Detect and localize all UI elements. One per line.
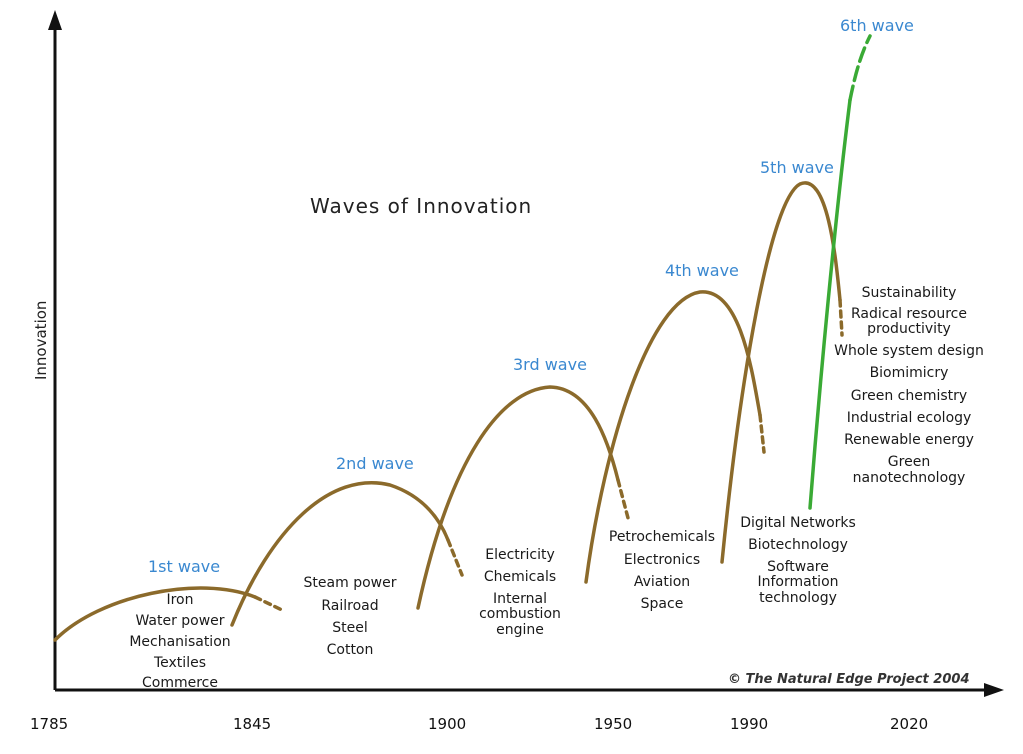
wave-label: 1st wave <box>148 557 220 576</box>
wave-5-curve <box>720 181 842 564</box>
technology-item: Industrial ecology <box>847 410 972 426</box>
wave-2-curve <box>230 481 450 627</box>
wave-5-dashed-tail <box>838 298 844 337</box>
technology-item: Mechanisation <box>129 634 230 650</box>
technology-item: Whole system design <box>834 343 984 359</box>
wave-2-dashed-tail <box>446 538 464 577</box>
technology-item: Green chemistry <box>851 388 967 404</box>
technology-item: productivity <box>867 321 951 337</box>
wave-1-curve <box>53 586 257 642</box>
x-tick-label: 1785 <box>30 715 68 733</box>
wave-5-technologies: Digital Networks Biotechnology Software … <box>740 515 856 606</box>
y-axis-arrow-icon <box>48 10 62 30</box>
technology-item: Iron <box>166 592 193 608</box>
technology-item: Space <box>641 596 684 612</box>
technology-item: Railroad <box>321 598 378 614</box>
wave-1-technologies: Iron Water power Mechanisation Textiles … <box>129 592 230 691</box>
credit-text: © The Natural Edge Project 2004 <box>728 672 969 687</box>
wave-3-dashed-tail <box>616 478 630 520</box>
x-tick-label: 1845 <box>233 715 271 733</box>
wave-6-dashed-tail <box>848 34 872 102</box>
technology-item: Chemicals <box>484 569 556 585</box>
wave-4-dashed-tail <box>758 413 766 454</box>
x-tick-label: 1900 <box>428 715 466 733</box>
technology-item: Cotton <box>327 642 374 658</box>
wave-1-dashed-tail <box>253 595 284 612</box>
technology-item: Aviation <box>634 574 690 590</box>
x-tick-label: 1990 <box>730 715 768 733</box>
technology-item: Information <box>757 574 838 590</box>
wave-label: 6th wave <box>840 16 914 35</box>
technology-item: engine <box>496 622 544 638</box>
technology-item: Digital Networks <box>740 515 856 531</box>
technology-item: Software <box>767 559 829 575</box>
technology-item: technology <box>759 590 837 606</box>
technology-item: Electricity <box>485 547 555 563</box>
wave-3-curve <box>416 385 620 610</box>
y-axis-label: Innovation <box>32 301 50 380</box>
wave-2-technologies: Steam power Railroad Steel Cotton <box>304 575 397 658</box>
technology-item: Steam power <box>304 575 397 591</box>
technology-item: Commerce <box>142 675 218 691</box>
wave-3-technologies: Electricity Chemicals Internal combustio… <box>479 547 561 638</box>
wave-label: 5th wave <box>760 158 834 177</box>
wave-label: 4th wave <box>665 261 739 280</box>
technology-item: Radical resource <box>851 306 967 322</box>
technology-item: Sustainability <box>862 285 957 301</box>
wave-curves <box>53 34 872 642</box>
technology-item: Electronics <box>624 552 700 568</box>
technology-item: Water power <box>135 613 224 629</box>
technology-item: Textiles <box>153 655 206 671</box>
technology-item: nanotechnology <box>853 470 966 486</box>
wave-label: 3rd wave <box>513 355 587 374</box>
diagram-title: Waves of Innovation <box>310 194 532 218</box>
x-axis-arrow-icon <box>984 683 1004 697</box>
x-tick-label: 1950 <box>594 715 632 733</box>
wave-6-technologies: Sustainability Radical resource producti… <box>834 285 984 486</box>
wave-6-curve <box>808 98 852 510</box>
wave-4-technologies: Petrochemicals Electronics Aviation Spac… <box>609 529 715 612</box>
technology-item: Green <box>888 454 930 470</box>
technology-item: Renewable energy <box>844 432 974 448</box>
technology-item: Internal <box>493 591 547 607</box>
technology-item: Biotechnology <box>748 537 848 553</box>
x-tick-label: 2020 <box>890 715 928 733</box>
technology-item: Petrochemicals <box>609 529 715 545</box>
technology-item: Biomimicry <box>870 365 949 381</box>
wave-label: 2nd wave <box>336 454 414 473</box>
technology-item: Steel <box>332 620 368 636</box>
technology-item: combustion <box>479 606 561 622</box>
